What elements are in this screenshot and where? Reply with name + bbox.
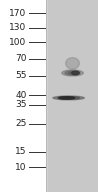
Text: 25: 25 — [15, 119, 26, 128]
Ellipse shape — [68, 72, 77, 74]
Text: 170: 170 — [9, 9, 26, 18]
Text: 40: 40 — [15, 91, 26, 99]
Ellipse shape — [62, 97, 75, 99]
Ellipse shape — [59, 97, 74, 99]
Ellipse shape — [58, 97, 80, 99]
Ellipse shape — [62, 70, 83, 76]
Text: 55: 55 — [15, 71, 26, 80]
Ellipse shape — [72, 71, 79, 75]
Text: 100: 100 — [9, 38, 26, 47]
Text: 35: 35 — [15, 100, 26, 109]
Bar — [0, 0, 46, 192]
Text: 130: 130 — [9, 23, 26, 32]
Text: 15: 15 — [15, 147, 26, 156]
Ellipse shape — [65, 71, 80, 75]
Text: 70: 70 — [15, 54, 26, 63]
Text: 10: 10 — [15, 163, 26, 171]
Ellipse shape — [66, 58, 79, 69]
Ellipse shape — [53, 96, 84, 100]
